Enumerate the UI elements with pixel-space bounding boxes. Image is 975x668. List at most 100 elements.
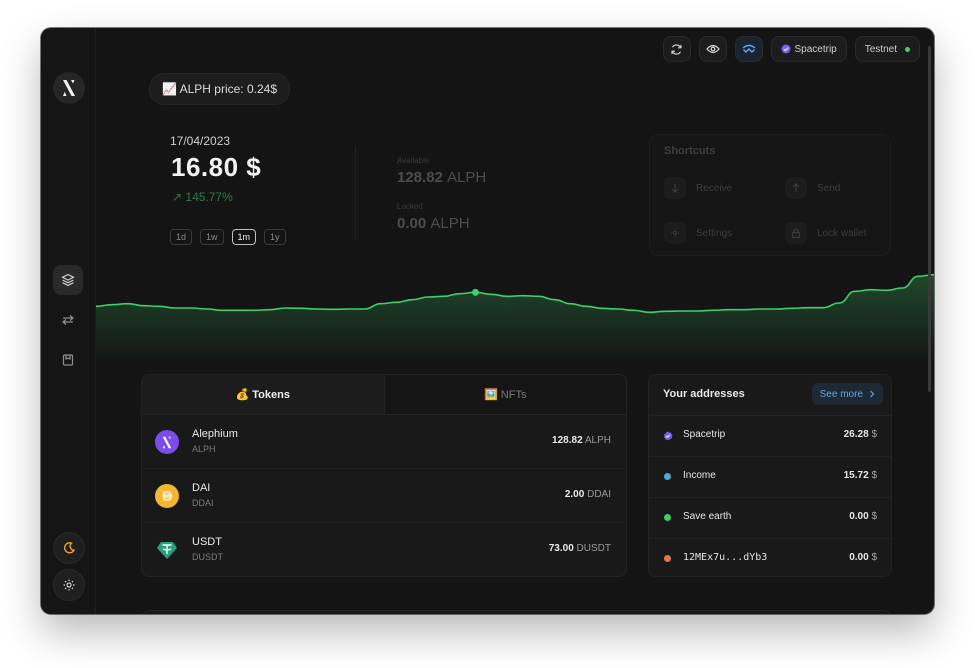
address-balance-value: 0.00 [849,511,869,522]
token-name: DAI [192,482,211,494]
available-label: Available [397,156,430,165]
settings-shortcut[interactable]: Settings [664,222,732,244]
tab-tokens-label: 💰 Tokens [235,389,290,401]
divider [355,146,356,240]
theme-toggle-button[interactable] [53,532,85,564]
address-balance-unit: $ [871,511,877,522]
send-shortcut[interactable]: Send [785,177,840,199]
account-selector[interactable]: Spacetrip [770,36,847,62]
address-row[interactable]: Spacetrip 26.28 $ [649,416,891,457]
total-balance: 16.80 $ [171,152,262,182]
period-button-1y[interactable]: 1y [264,229,286,245]
address-balance-value: 0.00 [849,552,869,563]
address-row[interactable]: 12MEx7u...dYb3 0.00 $ [649,539,891,576]
walletconnect-button[interactable] [734,36,763,62]
available-amount: 128.82 [397,169,443,186]
token-amount-unit: DDAI [587,489,611,500]
shortcuts-panel: Shortcuts Receive Send Settings Lock wal… [649,134,891,256]
balance-history-chart [96,273,934,363]
chart-line [96,273,934,314]
address-hash: 12MEx7u...dYb3 [683,552,768,563]
locked-unit: ALPH [430,215,470,232]
alph-price-badge: 📈 ALPH price: 0.24$ [149,73,291,105]
token-amount: 73.00 DUSDT [549,543,611,554]
tab-tokens[interactable]: 💰 Tokens [142,375,385,414]
token-amount: 128.82 ALPH [552,435,611,446]
verified-badge-icon [663,431,673,441]
locked-amount: 0.00 [397,215,427,232]
lock-wallet-shortcut[interactable]: Lock wallet [785,222,866,244]
topbar: Spacetrip Testnet [662,36,920,62]
see-more-button[interactable]: See more [811,383,883,405]
address-color-dot [664,473,671,480]
token-amount-value: 2.00 [564,489,585,500]
scrollbar[interactable] [928,46,931,392]
arrow-down-icon [671,184,679,193]
network-label: Testnet [864,43,897,55]
token-amount: 2.00 DDAI [565,489,611,500]
receive-shortcut[interactable]: Receive [664,177,732,199]
token-symbol: ALPH [192,444,216,454]
sidebar-item-transfers[interactable] [53,305,83,335]
address-balance: 0.00 $ [849,552,877,563]
address-balance-unit: $ [871,429,877,440]
chevron-right-icon [870,390,875,398]
token-symbol: DUSDT [192,552,223,562]
address-label: Income [683,470,716,481]
period-button-1w[interactable]: 1w [200,229,224,245]
settings-button[interactable] [53,569,85,601]
sidebar [41,28,96,614]
address-balance-unit: $ [871,552,877,563]
network-selector[interactable]: Testnet [854,36,920,62]
dai-icon [155,484,179,508]
sidebar-item-overview[interactable] [53,265,83,295]
app-window: Spacetrip Testnet 📈 ALPH price: 0.24$ 17… [41,28,934,614]
tokens-card: 💰 Tokens 🖼️ NFTs Alephium ALPH 128.82 AL… [141,374,627,577]
balance-date: 17/04/2023 [170,134,231,148]
lock-wallet-label: Lock wallet [817,227,867,239]
address-label: Save earth [683,511,732,522]
tab-nfts[interactable]: 🖼️ NFTs [384,375,626,414]
account-label: Spacetrip [794,43,837,55]
addresses-title: Your addresses [663,388,745,400]
address-balance-value: 26.28 [843,429,869,440]
sidebar-item-addresses[interactable] [53,345,83,375]
alephium-x-logo-icon [63,80,75,96]
send-label: Send [817,182,841,194]
refresh-button[interactable] [662,36,691,62]
arrow-up-icon [792,183,800,192]
receive-label: Receive [696,182,733,194]
discreet-mode-button[interactable] [698,36,727,62]
walletconnect-icon [742,44,755,53]
period-button-1d[interactable]: 1d [170,229,193,245]
lock-icon [791,228,801,238]
alephium-logo[interactable] [53,72,85,104]
token-amount-value: 73.00 [548,543,574,554]
verified-badge-icon [781,44,790,54]
token-name: Alephium [192,428,238,440]
addresses-header: Your addresses See more [649,375,891,416]
network-status-dot [905,46,910,52]
period-button-1m[interactable]: 1m [231,229,257,245]
see-more-label: See more [819,388,863,400]
balance-change: ↗ 145.77% [172,190,233,204]
token-row[interactable]: Alephium ALPH 128.82 ALPH [142,415,626,469]
address-row[interactable]: Income 15.72 $ [649,457,891,498]
chart-highlight-point[interactable] [471,288,479,296]
address-balance-unit: $ [871,470,877,481]
token-row[interactable]: DAI DDAI 2.00 DDAI [142,469,626,523]
next-section-card [141,610,892,614]
layers-icon [61,273,75,287]
address-color-dot [664,514,671,521]
address-row[interactable]: Save earth 0.00 $ [649,498,891,539]
gear-icon [63,579,75,591]
token-amount-unit: ALPH [584,435,611,446]
gear-icon [671,229,679,237]
tab-nfts-label: 🖼️ NFTs [484,389,527,401]
token-amount-unit: DUSDT [576,543,611,554]
available-value: 128.82 ALPH [397,169,486,186]
alephium-icon [155,430,179,454]
address-balance: 26.28 $ [844,429,877,440]
assets-tabs: 💰 Tokens 🖼️ NFTs [142,375,626,415]
token-row[interactable]: USDT DUSDT 73.00 DUSDT [142,523,626,576]
